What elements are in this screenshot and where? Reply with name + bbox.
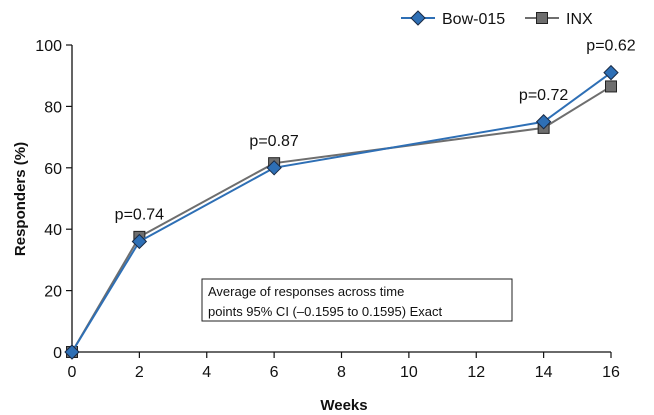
y-tick-label: 20	[44, 284, 62, 301]
y-tick-label: 60	[44, 161, 62, 178]
ticks: 0 2 4 6 8 10 12 14 16 0 20 40 60 80 100	[35, 38, 620, 381]
legend-item-inx: INX	[525, 11, 593, 28]
p-value-label: p=0.87	[249, 133, 298, 150]
data-point-bow-015	[131, 233, 148, 250]
y-axis-title: Responders (%)	[12, 142, 29, 256]
x-tick-label: 14	[535, 364, 553, 381]
data-point-bow-015	[603, 64, 619, 81]
p-value-label: p=0.74	[115, 206, 164, 223]
legend-label: INX	[566, 11, 593, 28]
series-bow-015	[64, 64, 619, 360]
y-tick-label: 40	[44, 222, 62, 239]
x-tick-label: 10	[400, 364, 418, 381]
x-tick-label: 8	[337, 364, 346, 381]
legend-label: Bow-015	[442, 11, 505, 28]
legend-marker	[536, 12, 548, 24]
legend-marker	[410, 10, 426, 26]
data-point-bow-015	[266, 160, 282, 176]
y-tick-label: 80	[44, 99, 62, 116]
p-value-label: p=0.62	[586, 38, 635, 55]
x-tick-label: 6	[270, 364, 279, 381]
annotation-layer: p=0.74 p=0.87 p=0.72 p=0.62	[115, 38, 636, 224]
data-point-inx	[605, 80, 617, 93]
x-tick-label: 4	[202, 364, 211, 381]
note-line-1: Average of responses across time	[208, 284, 404, 299]
x-tick-label: 12	[467, 364, 485, 381]
note-box: Average of responses across time points …	[201, 278, 513, 322]
data-point-bow-015	[535, 114, 552, 130]
y-tick-label: 100	[35, 38, 62, 55]
x-tick-label: 2	[135, 364, 144, 381]
series-layer	[64, 64, 619, 360]
x-axis-title: Weeks	[320, 397, 367, 414]
note-frame	[201, 278, 513, 322]
y-tick-label: 0	[53, 345, 62, 362]
note-line-2: points 95% CI (–0.1595 to 0.1595) Exact	[208, 304, 443, 319]
legend: Bow-015 INX	[401, 10, 593, 28]
x-tick-label: 0	[68, 364, 77, 381]
data-point-bow-015	[64, 344, 80, 360]
p-value-label: p=0.72	[519, 87, 568, 104]
legend-item-bow-015: Bow-015	[401, 10, 505, 28]
x-tick-label: 16	[602, 364, 620, 381]
